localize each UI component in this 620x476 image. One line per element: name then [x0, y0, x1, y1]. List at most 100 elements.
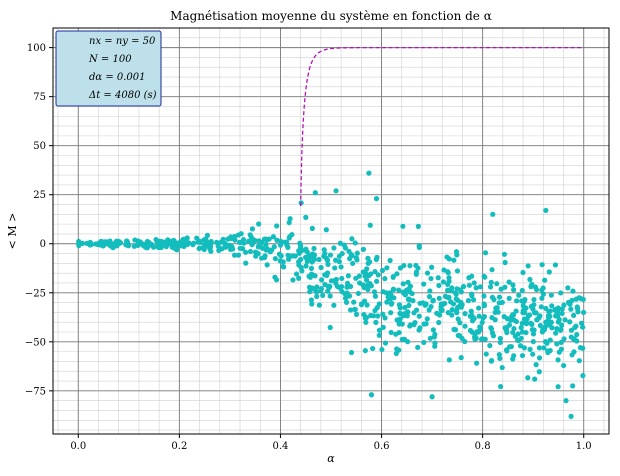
- y-tick-label: 100: [27, 43, 46, 54]
- data-point: [449, 312, 455, 318]
- data-point: [522, 296, 528, 303]
- data-point: [380, 289, 386, 295]
- data-point: [264, 246, 270, 252]
- data-point: [563, 398, 569, 404]
- data-point: [570, 383, 576, 389]
- data-point: [380, 324, 386, 330]
- data-point: [511, 287, 517, 293]
- data-point: [373, 319, 379, 325]
- data-point: [321, 247, 327, 253]
- data-point: [489, 330, 496, 336]
- data-point: [400, 281, 406, 287]
- data-point: [232, 237, 238, 243]
- data-point: [561, 302, 567, 308]
- data-point: [488, 326, 495, 332]
- data-point: [416, 242, 422, 249]
- data-point: [483, 351, 489, 357]
- data-point: [362, 273, 368, 279]
- data-point: [363, 319, 369, 325]
- data-point: [424, 270, 431, 276]
- data-point: [407, 322, 414, 328]
- data-point: [365, 255, 371, 261]
- data-point: [421, 339, 427, 346]
- data-point: [498, 383, 504, 390]
- data-point: [208, 242, 214, 248]
- data-point: [274, 223, 280, 229]
- data-point: [499, 364, 505, 371]
- data-point: [286, 235, 292, 241]
- data-point: [372, 269, 378, 275]
- data-point: [282, 239, 288, 245]
- data-point: [577, 345, 584, 351]
- data-point: [521, 345, 528, 351]
- data-point: [432, 340, 438, 346]
- data-point: [306, 284, 313, 290]
- data-point: [453, 296, 459, 302]
- data-point: [528, 320, 534, 326]
- data-point: [272, 256, 279, 262]
- data-point: [368, 312, 374, 319]
- data-point: [358, 302, 365, 308]
- data-point: [351, 299, 357, 305]
- data-point: [384, 299, 390, 305]
- data-point: [557, 327, 564, 334]
- data-point: [208, 248, 214, 254]
- data-point: [326, 285, 332, 291]
- data-point: [489, 357, 495, 364]
- data-point: [436, 312, 443, 318]
- data-point: [253, 253, 259, 259]
- data-point: [488, 279, 494, 285]
- chart-title: Magnétisation moyenne du système en fonc…: [170, 9, 492, 23]
- data-point: [580, 373, 586, 379]
- data-point: [273, 277, 280, 283]
- data-point: [532, 376, 538, 382]
- data-point: [299, 268, 305, 274]
- data-point: [327, 324, 333, 331]
- data-point: [320, 292, 326, 298]
- data-point: [298, 256, 304, 263]
- data-point: [448, 299, 454, 305]
- data-point: [316, 256, 322, 263]
- data-point: [423, 321, 429, 327]
- data-point: [309, 301, 315, 307]
- data-point: [169, 244, 175, 250]
- data-point: [402, 292, 408, 298]
- data-point: [516, 292, 522, 298]
- data-point: [502, 259, 508, 266]
- data-point: [376, 332, 382, 338]
- data-point: [313, 289, 320, 295]
- data-point: [515, 337, 521, 343]
- data-point: [436, 282, 442, 289]
- data-point: [467, 313, 473, 319]
- data-point: [466, 275, 472, 281]
- data-point: [452, 290, 459, 296]
- data-point: [520, 269, 526, 276]
- x-tick-label: 0.8: [475, 441, 491, 452]
- data-point: [338, 264, 344, 270]
- data-point: [247, 248, 254, 255]
- data-point: [323, 227, 329, 233]
- data-point: [365, 260, 371, 266]
- data-point: [489, 314, 495, 321]
- data-point: [296, 248, 302, 254]
- data-point: [308, 265, 315, 271]
- data-point: [556, 349, 562, 355]
- data-point: [474, 329, 480, 335]
- data-point: [511, 325, 517, 332]
- x-tick-label: 0.0: [70, 441, 86, 452]
- data-point: [397, 265, 403, 271]
- data-point: [537, 313, 543, 319]
- data-point: [218, 246, 224, 252]
- data-point: [530, 339, 536, 345]
- data-point: [504, 329, 510, 336]
- data-point: [524, 320, 530, 327]
- data-point: [316, 302, 322, 308]
- data-point: [374, 254, 380, 260]
- data-point: [410, 298, 416, 304]
- data-point: [555, 384, 561, 390]
- data-point: [436, 295, 442, 301]
- data-point: [504, 316, 511, 322]
- data-point: [429, 394, 435, 400]
- data-point: [361, 298, 368, 304]
- data-point: [382, 315, 388, 321]
